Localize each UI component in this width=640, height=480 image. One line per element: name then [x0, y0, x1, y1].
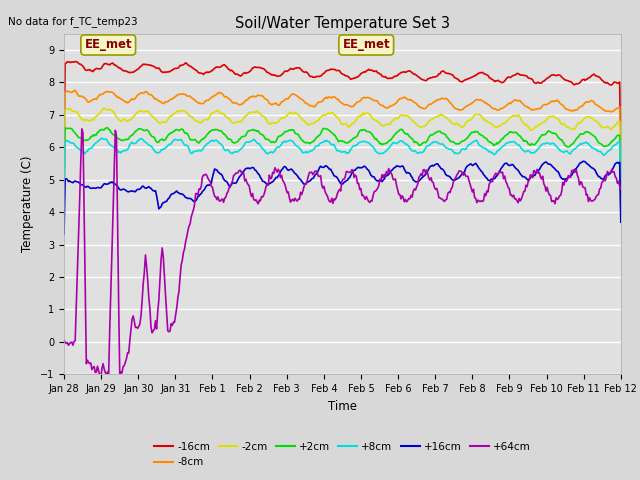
Text: EE_met: EE_met	[84, 38, 132, 51]
Text: No data for f_TC_temp23: No data for f_TC_temp23	[8, 16, 138, 27]
Title: Soil/Water Temperature Set 3: Soil/Water Temperature Set 3	[235, 16, 450, 31]
Legend: -16cm, -8cm, -2cm, +2cm, +8cm, +16cm, +64cm: -16cm, -8cm, -2cm, +2cm, +8cm, +16cm, +6…	[150, 438, 534, 471]
X-axis label: Time: Time	[328, 400, 357, 413]
Text: EE_met: EE_met	[342, 38, 390, 51]
Y-axis label: Temperature (C): Temperature (C)	[22, 156, 35, 252]
